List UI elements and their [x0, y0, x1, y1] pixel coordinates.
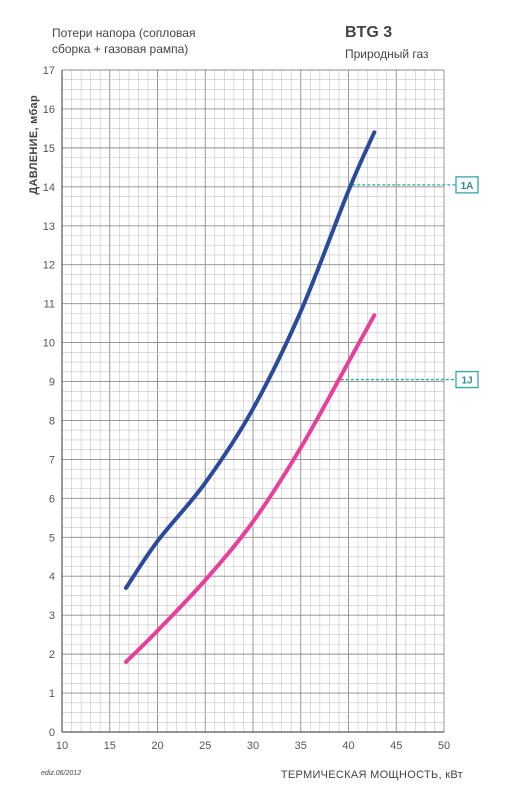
y-tick-label: 0: [49, 727, 55, 739]
y-tick-label: 1: [49, 688, 55, 700]
y-axis-label: ДАВЛЕНИЕ, мбар: [28, 95, 40, 195]
axis-ticks: 10 15 20 25 30 35 40 45 500123456789101112131415…: [43, 65, 450, 752]
y-tick-label: 7: [49, 454, 55, 466]
x-tick-label: 30: [247, 740, 259, 752]
chart-note-line1: Потери напора (сопловая: [52, 26, 195, 40]
y-tick-label: 13: [43, 221, 55, 233]
x-tick-label: 40: [342, 740, 354, 752]
x-tick-label: 25: [199, 740, 211, 752]
y-tick-label: 15: [43, 143, 55, 155]
y-tick-label: 14: [43, 182, 55, 194]
annotation-box: [455, 370, 479, 389]
y-tick-label: 6: [49, 493, 55, 505]
y-tick-label: 2: [49, 649, 55, 661]
fuel-subtitle: Природный газ: [345, 47, 429, 61]
annotation-label: 1A: [461, 181, 474, 192]
x-tick-label: 15: [104, 740, 116, 752]
y-tick-label: 17: [43, 65, 55, 77]
chart-series: [123, 130, 377, 664]
x-tick-label: 35: [295, 740, 307, 752]
chart-annotations: 1A 1J: [340, 176, 479, 389]
chart-note-line2: сборка + газовая рампа): [52, 42, 188, 56]
y-tick-label: 12: [43, 260, 55, 272]
x-tick-label: 50: [438, 740, 450, 752]
model-title: BTG 3: [345, 24, 392, 41]
x-axis-label: ТЕРМИЧЕСКАЯ МОЩНОСТЬ, кВт: [281, 769, 463, 781]
y-tick-label: 3: [49, 610, 55, 622]
chart-grid: [61, 69, 445, 733]
annotation-box: [455, 176, 479, 194]
series-line-2: [123, 313, 377, 664]
y-tick-label: 9: [49, 377, 55, 389]
x-tick-label: 10: [56, 740, 68, 752]
y-tick-label: 11: [44, 299, 55, 311]
series-line-1: [123, 130, 377, 590]
y-tick-label: 5: [49, 532, 55, 544]
annotation-label: 1J: [461, 376, 472, 387]
y-tick-label: 4: [49, 571, 55, 583]
edition-note: ediz.06/2012: [41, 770, 81, 777]
y-tick-label: 8: [49, 415, 55, 427]
x-tick-label: 20: [151, 740, 163, 752]
y-tick-label: 16: [43, 104, 55, 116]
x-tick-label: 45: [390, 740, 402, 752]
y-tick-label: 10: [43, 338, 55, 350]
